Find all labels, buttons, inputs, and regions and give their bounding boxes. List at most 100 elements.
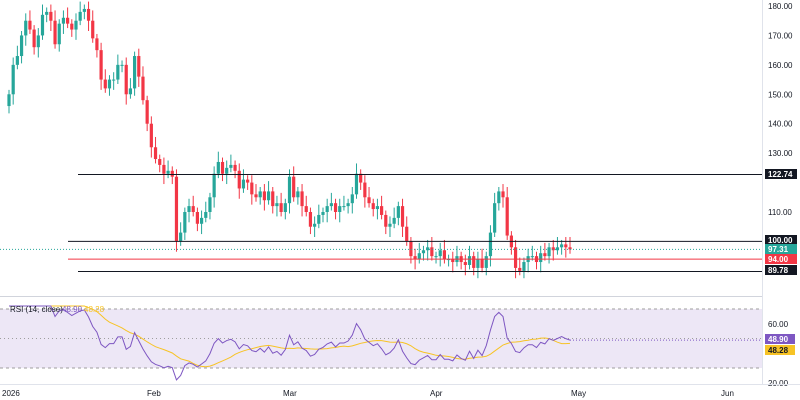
candle[interactable]	[82, 4, 86, 20]
candle[interactable]	[564, 237, 568, 258]
candle[interactable]	[359, 169, 363, 190]
candle[interactable]	[426, 239, 430, 261]
time-axis[interactable]: 2026 Feb Mar Apr May Jun	[2, 389, 734, 398]
candle[interactable]	[57, 19, 61, 52]
candle[interactable]	[522, 257, 526, 279]
candle[interactable]	[53, 10, 57, 49]
candle[interactable]	[254, 184, 258, 202]
candle[interactable]	[107, 75, 112, 96]
candle[interactable]	[170, 166, 174, 185]
candle[interactable]	[317, 204, 321, 229]
candle[interactable]	[287, 169, 292, 214]
candle[interactable]	[493, 192, 497, 238]
candle[interactable]	[120, 60, 124, 73]
candle[interactable]	[342, 195, 346, 211]
price-axis[interactable]: 180.00 170.00 160.00 150.00 140.00 130.00 110.…	[762, 0, 793, 384]
candle[interactable]	[463, 254, 467, 276]
candle[interactable]	[300, 184, 304, 217]
candle[interactable]	[262, 184, 266, 211]
candle[interactable]	[32, 25, 36, 55]
candle[interactable]	[467, 245, 472, 270]
candle[interactable]	[555, 237, 560, 255]
candle[interactable]	[233, 160, 237, 179]
rsi-legend[interactable]: RSI (14, close) 48.90 48.28	[10, 305, 105, 314]
candle[interactable]	[137, 48, 141, 87]
candle[interactable]	[216, 151, 220, 179]
candle[interactable]	[241, 169, 246, 193]
candle[interactable]	[49, 4, 53, 32]
candle[interactable]	[28, 10, 32, 34]
candle[interactable]	[162, 157, 166, 185]
rsi-line[interactable]	[9, 305, 571, 381]
rsi-axis[interactable]: 60.00 20.00	[768, 320, 789, 388]
candle[interactable]	[7, 89, 11, 114]
candle[interactable]	[103, 69, 107, 93]
candle[interactable]	[560, 239, 564, 255]
candle[interactable]	[292, 166, 296, 202]
candle[interactable]	[212, 166, 216, 208]
candle[interactable]	[179, 222, 183, 246]
candle[interactable]	[518, 257, 522, 276]
candle[interactable]	[417, 242, 421, 264]
candle[interactable]	[543, 242, 547, 261]
candle[interactable]	[434, 251, 438, 264]
candle[interactable]	[451, 251, 455, 273]
candle[interactable]	[183, 207, 187, 240]
candle[interactable]	[321, 207, 325, 223]
candle[interactable]	[141, 66, 145, 105]
candle[interactable]	[66, 7, 70, 29]
candle[interactable]	[91, 10, 95, 43]
candle[interactable]	[501, 184, 505, 208]
candle[interactable]	[112, 72, 116, 90]
candle[interactable]	[191, 195, 195, 217]
candle[interactable]	[308, 207, 313, 235]
candle[interactable]	[11, 57, 15, 105]
candle[interactable]	[40, 4, 45, 40]
candle[interactable]	[158, 154, 162, 173]
candle[interactable]	[95, 33, 99, 58]
price-pane[interactable]	[7, 1, 572, 279]
candle[interactable]	[526, 248, 530, 273]
candle[interactable]	[116, 54, 120, 84]
candle[interactable]	[195, 207, 199, 232]
candle[interactable]	[24, 13, 28, 46]
candle[interactable]	[229, 154, 233, 173]
candle[interactable]	[480, 248, 484, 273]
candle[interactable]	[166, 160, 170, 179]
candle[interactable]	[530, 245, 534, 261]
candle[interactable]	[15, 45, 19, 70]
pane-divider[interactable]	[0, 296, 762, 297]
candle[interactable]	[371, 198, 375, 217]
candle[interactable]	[333, 198, 338, 220]
candle[interactable]	[61, 10, 66, 34]
candle[interactable]	[367, 186, 371, 208]
candle[interactable]	[313, 216, 317, 238]
candle[interactable]	[99, 42, 103, 90]
candle[interactable]	[19, 31, 24, 64]
candle[interactable]	[400, 198, 405, 238]
candle[interactable]	[459, 251, 463, 270]
candle[interactable]	[350, 186, 354, 214]
candle[interactable]	[421, 245, 426, 261]
candle[interactable]	[430, 237, 434, 261]
candle[interactable]	[237, 163, 241, 199]
candle[interactable]	[388, 216, 392, 238]
candle[interactable]	[174, 169, 179, 252]
candle[interactable]	[338, 198, 342, 223]
candle[interactable]	[329, 192, 333, 211]
candle[interactable]	[446, 254, 451, 267]
candle[interactable]	[568, 237, 572, 254]
candle[interactable]	[509, 231, 513, 255]
rsi-ma-line[interactable]	[9, 305, 571, 368]
candle[interactable]	[279, 192, 283, 217]
candle[interactable]	[220, 157, 225, 182]
candle[interactable]	[396, 201, 400, 226]
candle[interactable]	[36, 28, 40, 58]
candle[interactable]	[296, 186, 300, 205]
candle[interactable]	[145, 95, 149, 132]
candle[interactable]	[204, 201, 208, 223]
candle[interactable]	[124, 57, 128, 105]
candle[interactable]	[476, 251, 480, 279]
candle[interactable]	[497, 186, 501, 211]
